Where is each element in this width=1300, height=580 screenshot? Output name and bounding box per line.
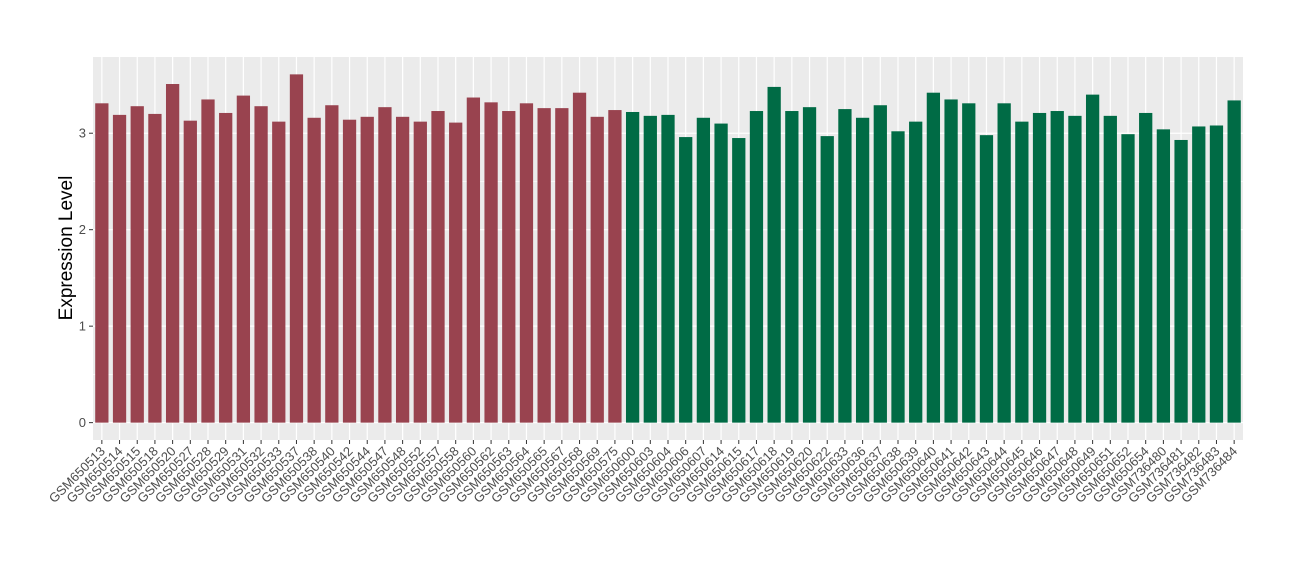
- bar: [1085, 94, 1100, 423]
- bar: [749, 111, 764, 423]
- bar: [537, 108, 551, 423]
- bar: [165, 84, 180, 423]
- bar: [838, 109, 852, 423]
- bar: [1174, 139, 1188, 423]
- y-axis-label: Expression Level: [56, 176, 77, 321]
- bar: [944, 99, 958, 423]
- bar: [590, 116, 604, 423]
- bar: [1050, 111, 1064, 423]
- bar: [254, 106, 268, 423]
- bar: [307, 117, 321, 423]
- bar: [1192, 126, 1206, 423]
- y-tick-label: 0: [79, 415, 86, 430]
- bar: [572, 92, 587, 423]
- bar: [395, 116, 410, 423]
- bar: [714, 123, 728, 423]
- bar: [679, 137, 693, 423]
- bar: [378, 107, 392, 423]
- bar: [272, 121, 286, 423]
- bar: [1121, 134, 1135, 423]
- y-tick-label: 3: [79, 126, 86, 141]
- bar: [643, 115, 657, 423]
- bar: [325, 105, 339, 423]
- bar: [555, 108, 569, 423]
- bar: [767, 86, 781, 423]
- bar: [962, 103, 976, 423]
- bar: [148, 113, 162, 423]
- bar: [236, 95, 251, 423]
- bar: [502, 111, 516, 423]
- bar: [997, 103, 1011, 423]
- bar: [1156, 129, 1171, 423]
- bar: [891, 131, 905, 423]
- bar: [696, 117, 711, 423]
- bar: [413, 121, 427, 423]
- bar: [1032, 112, 1047, 423]
- y-tick-label: 1: [79, 319, 86, 334]
- bar: [360, 116, 374, 423]
- bar: [909, 121, 923, 423]
- bar: [802, 107, 817, 423]
- bar: [855, 117, 870, 423]
- bar: [342, 119, 357, 423]
- bar: [1015, 121, 1029, 423]
- bar: [608, 110, 622, 423]
- bar: [1068, 115, 1082, 423]
- bar: [820, 136, 834, 423]
- bar: [661, 114, 675, 423]
- bar: [431, 111, 445, 423]
- bar: [466, 97, 481, 423]
- bar: [979, 135, 994, 423]
- bar: [112, 114, 127, 423]
- bar: [95, 103, 109, 423]
- bar: [484, 102, 498, 423]
- bar: [732, 138, 746, 423]
- bar: [926, 92, 941, 423]
- bar: [219, 112, 233, 423]
- bar: [183, 120, 197, 423]
- bar: [289, 74, 304, 423]
- bar: [130, 106, 144, 423]
- bar: [1227, 100, 1241, 423]
- bar: [1103, 115, 1117, 423]
- bar: [785, 111, 799, 423]
- bar: [519, 103, 534, 423]
- bar: [1209, 125, 1224, 423]
- bar: [449, 122, 463, 423]
- bar: [625, 111, 640, 423]
- bar: [201, 99, 215, 423]
- bar: [1139, 112, 1153, 423]
- bar: [873, 105, 887, 423]
- y-tick-label: 2: [79, 222, 86, 237]
